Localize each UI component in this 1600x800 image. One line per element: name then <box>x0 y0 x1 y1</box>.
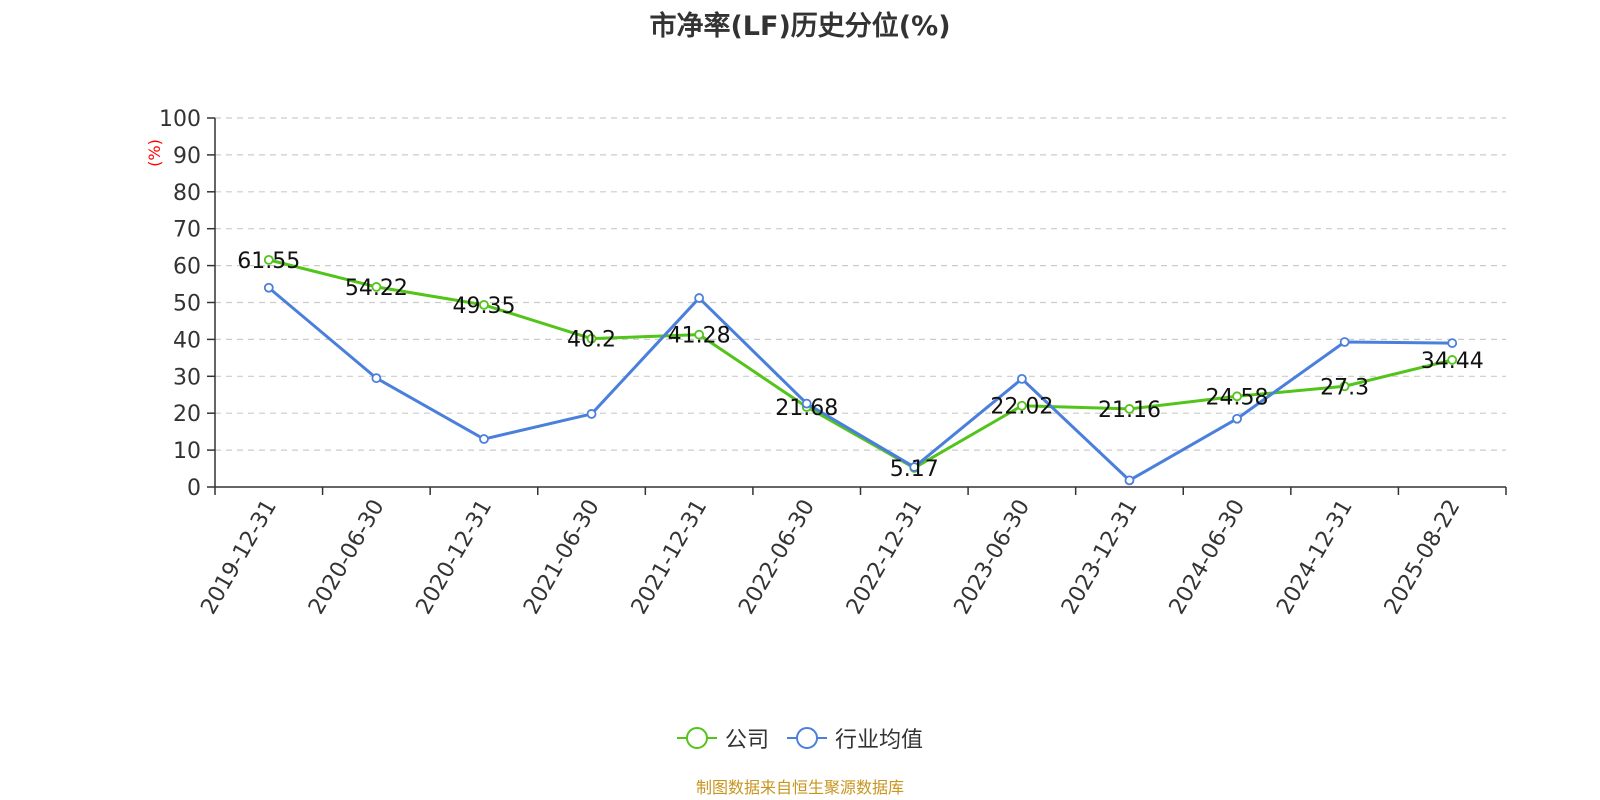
legend-item-company[interactable]: 公司 <box>676 722 769 754</box>
axes: 0 10 20 30 40 50 60 70 80 90 100 (%) 2019-12-31 2020-… <box>145 107 1507 619</box>
data-label: 21.16 <box>1098 398 1161 423</box>
x-tick-label: 2025-08-22 <box>1380 496 1466 619</box>
x-tick-label: 2022-06-30 <box>734 496 820 619</box>
data-point-company <box>1232 391 1242 402</box>
data-point-industry-average <box>1447 338 1458 348</box>
y-tick-label: 10 <box>173 439 201 464</box>
x-tick-label: 2024-06-30 <box>1165 496 1251 619</box>
data-point-industry-average <box>909 462 920 472</box>
data-label: 49.35 <box>452 294 515 319</box>
data-point-company <box>479 299 489 310</box>
data-label: 40.2 <box>567 328 616 353</box>
data-point-company <box>263 254 274 265</box>
data-point-company <box>1339 381 1350 392</box>
x-tick-label: 2020-12-31 <box>412 496 498 619</box>
x-tick-label: 2021-06-30 <box>519 496 605 619</box>
data-point-industry-average <box>801 398 812 409</box>
data-point-industry-average <box>694 293 705 303</box>
legend-marker-industry-average <box>787 727 827 749</box>
source-note: 制图数据来自恒生聚源数据库 <box>695 778 904 797</box>
y-tick-label: 20 <box>173 402 201 427</box>
data-point-industry-average <box>263 282 274 293</box>
data-label: 27.3 <box>1320 375 1369 400</box>
legend-marker-company <box>676 727 717 749</box>
data-labels-group: 61.55 54.22 49.35 40.2 41.28 21.68 5.17 22.02 21… <box>237 249 1483 482</box>
y-tick-label: 90 <box>173 144 201 169</box>
legend-item-industry-average[interactable]: 行业均值 <box>787 722 923 754</box>
data-point-industry-average <box>371 373 382 384</box>
y-axis-label: (%) <box>145 139 164 167</box>
data-label: 22.02 <box>990 395 1053 420</box>
y-tick-label: 50 <box>173 292 201 317</box>
data-label: 61.55 <box>237 249 300 274</box>
line-chart: 0 10 20 30 40 50 60 70 80 90 100 (%) 2019-12-31 2020-… <box>145 107 1507 619</box>
legend: 公司 行业均值 <box>0 722 1600 754</box>
data-point-company <box>1124 404 1135 414</box>
data-label: 21.68 <box>775 396 838 421</box>
chart-title: 市净率(LF)历史分位(%) <box>649 11 951 42</box>
data-point-company <box>694 329 705 340</box>
y-tick-label: 100 <box>159 107 201 132</box>
data-label: 41.28 <box>668 324 731 349</box>
data-point-company <box>1447 355 1458 365</box>
legend-label-company: 公司 <box>724 728 769 753</box>
data-point-company <box>1016 400 1027 411</box>
data-point-industry-average <box>479 434 489 444</box>
data-point-company <box>586 333 597 344</box>
data-label: 34.44 <box>1421 349 1484 374</box>
y-tick-label: 30 <box>173 365 201 390</box>
data-point-company <box>371 282 382 292</box>
y-tick-label: 40 <box>173 328 201 353</box>
y-tick-label: 70 <box>173 218 201 243</box>
data-point-industry-average <box>1016 373 1027 384</box>
y-tick-label: 0 <box>187 476 201 501</box>
data-point-industry-average <box>1339 337 1350 347</box>
series-group <box>263 254 1458 486</box>
x-tick-label: 2021-12-31 <box>627 496 713 619</box>
legend-label-industry-average: 行业均值 <box>835 728 924 753</box>
y-tick-label: 60 <box>173 255 201 280</box>
grid-lines <box>215 117 1506 451</box>
data-point-industry-average <box>586 409 597 419</box>
data-label: 5.17 <box>890 457 939 482</box>
series-line-company <box>268 258 1453 470</box>
x-tick-label: 2023-06-30 <box>949 496 1035 619</box>
x-tick-label: 2023-12-31 <box>1057 496 1143 619</box>
data-point-industry-average <box>1124 475 1135 486</box>
x-tick-label: 2020-06-30 <box>304 496 390 619</box>
x-tick-label: 2022-12-31 <box>842 496 928 619</box>
y-tick-label: 80 <box>173 181 201 206</box>
x-tick-label: 2024-12-31 <box>1272 496 1358 619</box>
data-label: 24.58 <box>1206 385 1269 410</box>
series-line-industry-average <box>267 286 1453 482</box>
data-point-industry-average <box>1232 413 1242 424</box>
data-label: 54.22 <box>345 276 408 301</box>
x-tick-label: 2019-12-31 <box>196 496 282 619</box>
